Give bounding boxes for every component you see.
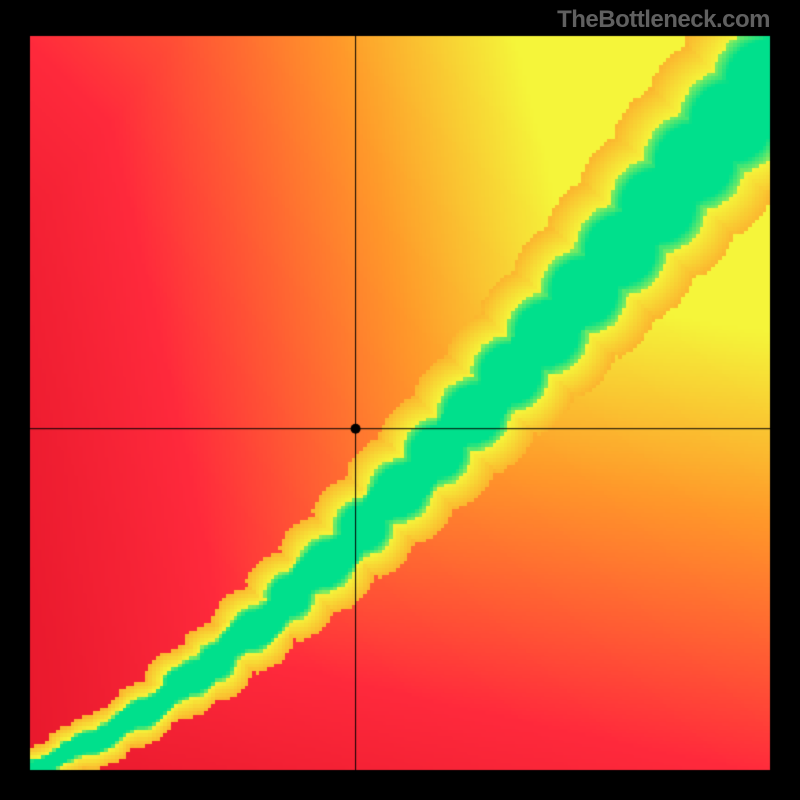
watermark-text: TheBottleneck.com <box>557 6 770 34</box>
bottleneck-heatmap-canvas <box>0 0 800 800</box>
